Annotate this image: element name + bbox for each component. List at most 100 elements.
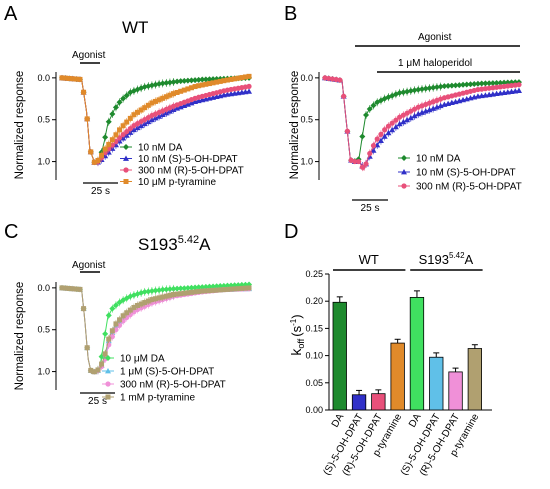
data-point [102,351,108,357]
data-point [109,137,115,143]
data-point [188,85,194,91]
data-point [407,114,414,121]
data-point [426,106,433,113]
data-point [95,367,101,373]
data-point [493,79,500,86]
data-point [181,77,188,84]
data-point [156,97,162,103]
data-point [141,288,148,295]
data-point [152,287,159,294]
data-point [228,76,234,82]
data-point [370,147,377,153]
data-point [66,75,72,81]
bar [371,393,386,411]
data-point [163,94,169,100]
data-point [120,123,126,129]
bar [467,348,483,411]
data-point [174,291,180,297]
data-point [393,117,399,123]
data-point [156,80,163,87]
data-point [192,289,198,295]
panel-d: D koff(s-1) 0.000.050.100.150.200.25DA(S… [284,221,492,478]
data-point [174,285,181,292]
data-point [117,317,123,323]
data-point [109,110,116,117]
data-point [224,286,230,292]
data-point [482,80,489,87]
data-point [156,287,163,294]
data-point [70,76,76,82]
data-point [95,157,101,163]
y-tick-label: 0.05 [305,378,323,388]
data-point [239,75,245,81]
agonist-label: Agonist [72,260,106,271]
x-tick-label: DA [407,412,424,430]
data-point [239,285,245,291]
data-point [174,78,181,85]
data-point [73,286,79,292]
data-point [178,88,184,94]
antagonist-label: 1 μM haloperidol [398,58,472,69]
data-point [206,288,212,294]
data-point [124,119,130,125]
data-point [389,126,396,133]
data-point [224,77,230,83]
data-point [418,86,425,93]
legend-marker [401,169,407,175]
y-tick-label: 0.25 [305,269,323,279]
agonist-label: Agonist [418,32,452,43]
data-point [214,79,220,85]
data-point [88,149,94,155]
data-point [156,295,162,301]
y-tick-label: 0.15 [305,323,323,333]
data-point [448,82,455,89]
data-point [63,285,69,291]
data-point [170,91,176,97]
panel-letter: B [284,3,297,25]
data-point [411,112,418,119]
data-point [184,77,191,84]
data-point [123,92,130,99]
data-point [135,109,141,115]
data-point [242,285,248,291]
data-point [81,89,87,95]
y-tick-label: 0.5 [37,115,50,125]
data-point [66,285,72,291]
data-point [217,287,223,293]
data-point [359,133,366,140]
data-point [341,93,347,99]
legend: 10 nM DA 10 nM (S)-5-OH-DPAT 300 nM (R)-5-… [398,154,522,193]
bar [390,342,405,411]
data-point [426,85,433,92]
data-point [232,286,238,292]
data-point [381,133,388,139]
data-point [127,115,133,121]
time-scale-label: 25 s [88,396,107,407]
panel-title: S1935.42A [138,234,211,254]
legend-label: 10 μM DA [120,354,165,365]
data-point [352,158,358,165]
data-point [167,92,173,98]
data-point [145,298,151,304]
y-tick-label: 0.20 [305,296,323,306]
bar [351,394,367,411]
data-point [148,288,155,294]
data-point [377,137,384,144]
data-point [181,285,188,292]
legend-label: 10 μM p-tyramine [138,177,216,188]
legend-marker [105,368,111,374]
data-point [131,304,137,310]
data-point [188,77,195,84]
data-point [160,294,166,300]
data-point [430,84,437,91]
data-point [367,150,373,157]
data-point [242,74,248,80]
data-point [235,75,241,81]
panel-letter: C [4,221,18,243]
data-point [433,104,440,110]
data-point [202,76,209,83]
panel-b: B Agonist 1 μM haloperidol Normalized re… [284,3,522,214]
data-point [515,87,522,93]
data-point [109,328,115,334]
data-point [105,118,112,125]
